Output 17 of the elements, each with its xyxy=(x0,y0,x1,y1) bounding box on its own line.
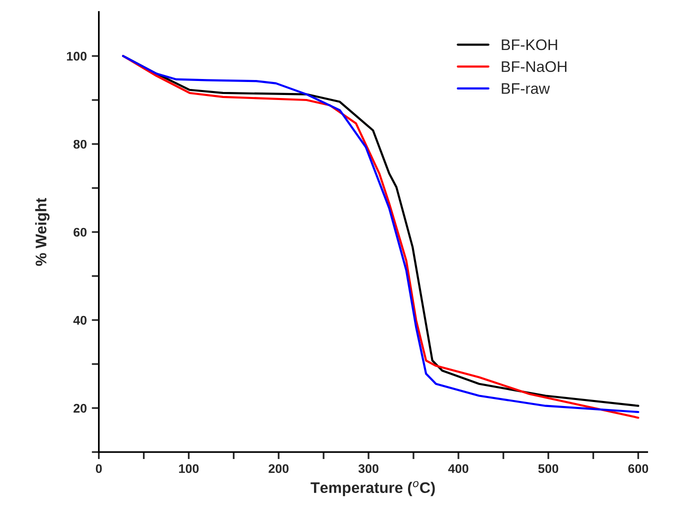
x-tick-label: 0 xyxy=(96,464,102,474)
x-tick-label: 300 xyxy=(358,464,378,474)
x-tick-label: 200 xyxy=(268,464,289,474)
x-tick-label: 400 xyxy=(448,464,468,474)
y-tick-label: 20 xyxy=(74,404,87,413)
x-tick-label: 600 xyxy=(628,464,648,474)
y-axis-title: % Weight xyxy=(35,198,50,266)
legend-label: BF-raw xyxy=(502,83,550,94)
y-tick-label: 40 xyxy=(73,316,87,325)
x-axis-title: Temperature ($^{o}$C) xyxy=(310,481,435,496)
y-tick-label: 60 xyxy=(74,228,87,237)
legend-label: BF-NaOH xyxy=(502,61,566,72)
y-tick-label: 80 xyxy=(74,140,87,149)
y-tick-label: 100 xyxy=(66,52,87,61)
x-tick-label: 100 xyxy=(179,464,199,474)
x-tick-label: 500 xyxy=(538,464,558,474)
legend-label: BF-KOH xyxy=(502,39,558,50)
